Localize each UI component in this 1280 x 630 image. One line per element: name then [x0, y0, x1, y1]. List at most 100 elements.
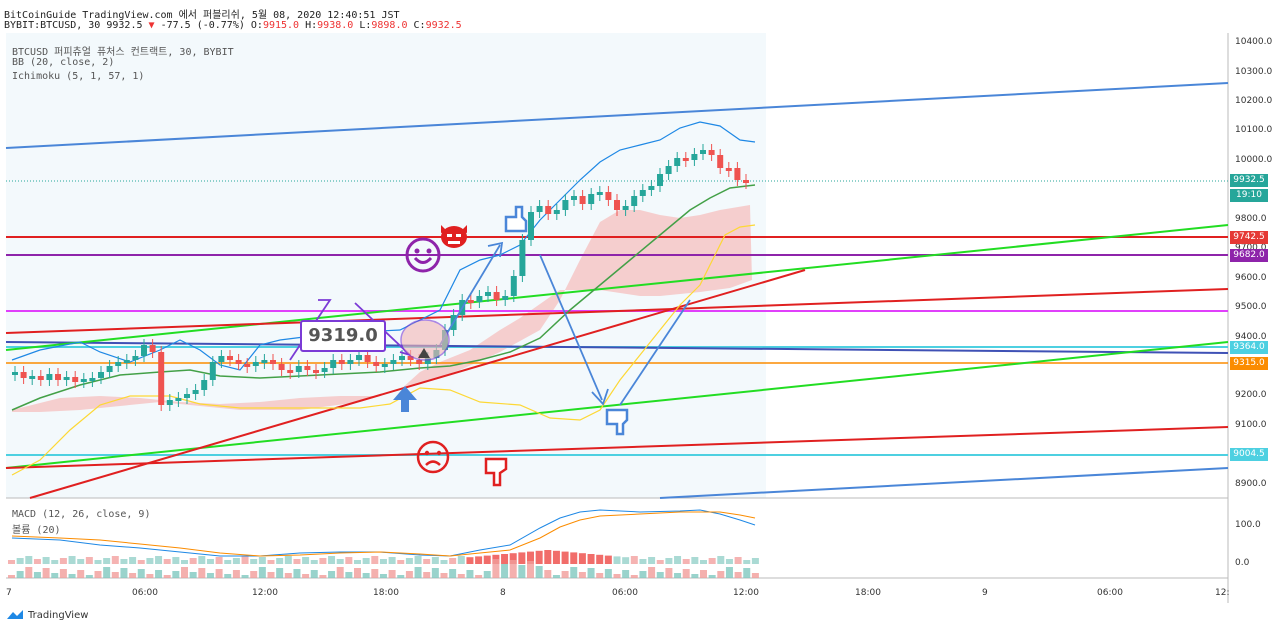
candle-body[interactable]	[579, 196, 586, 204]
price-callout[interactable]: 9319.0	[300, 320, 386, 352]
candle-body[interactable]	[63, 377, 70, 380]
candle-body[interactable]	[313, 370, 319, 373]
legend-bb[interactable]: BB (20, close, 2)	[12, 57, 115, 68]
candle-body[interactable]	[338, 360, 345, 364]
candle-body[interactable]	[149, 345, 156, 352]
candle-body[interactable]	[278, 364, 285, 370]
candle-body[interactable]	[485, 292, 491, 296]
candle-body[interactable]	[270, 360, 276, 364]
candle-body[interactable]	[227, 356, 233, 360]
candle-body[interactable]	[201, 380, 208, 390]
candle-body[interactable]	[364, 355, 371, 362]
legend-volume[interactable]: 볼륨 (20)	[12, 525, 61, 536]
candle-body[interactable]	[657, 174, 663, 186]
candle-body[interactable]	[304, 366, 311, 370]
candle-body[interactable]	[330, 360, 337, 368]
candle-body[interactable]	[244, 364, 251, 367]
legend-macd[interactable]: MACD (12, 26, close, 9)	[12, 509, 151, 520]
candle-body[interactable]	[261, 360, 268, 363]
candle-body[interactable]	[321, 368, 328, 372]
candle-body[interactable]	[295, 366, 302, 372]
candle-body[interactable]	[37, 376, 44, 380]
candle-body[interactable]	[12, 372, 18, 375]
candle-body[interactable]	[571, 196, 577, 200]
candle-body[interactable]	[734, 168, 741, 180]
trendline-red-bottom[interactable]	[5, 426, 1229, 469]
candle-body[interactable]	[424, 358, 431, 364]
candle-body[interactable]	[622, 206, 629, 210]
candle-body[interactable]	[166, 400, 173, 405]
candle-body[interactable]	[29, 376, 36, 379]
candle-body[interactable]	[519, 240, 526, 276]
candle-body[interactable]	[98, 372, 104, 378]
trendline-green-upper[interactable]	[5, 224, 1229, 351]
candle-body[interactable]	[356, 355, 362, 360]
candle-body[interactable]	[407, 356, 414, 360]
candle-body[interactable]	[89, 378, 96, 381]
tradingview-footer[interactable]: TradingView	[6, 609, 88, 621]
trendline-red-steep[interactable]	[29, 269, 806, 499]
candle-body[interactable]	[743, 180, 749, 183]
candle-body[interactable]	[252, 362, 259, 366]
candle-body[interactable]	[192, 390, 199, 394]
candle-body[interactable]	[545, 206, 552, 214]
candle-body[interactable]	[614, 200, 620, 210]
candle-body[interactable]	[80, 379, 87, 382]
candle-body[interactable]	[55, 374, 61, 380]
candle-body[interactable]	[132, 356, 139, 360]
legend-symbol[interactable]: BTCUSD 퍼피츄얼 퓨처스 컨트랙트, 30, BYBIT	[12, 47, 234, 58]
candle-body[interactable]	[639, 190, 646, 196]
trendline-navy[interactable]	[5, 341, 1229, 354]
candle-body[interactable]	[596, 192, 603, 195]
candle-body[interactable]	[476, 296, 483, 302]
candle-body[interactable]	[287, 370, 294, 373]
candle-body[interactable]	[682, 158, 689, 161]
candle-body[interactable]	[416, 360, 423, 364]
candle-body[interactable]	[691, 154, 698, 160]
candle-body[interactable]	[184, 394, 190, 398]
candle-body[interactable]	[717, 155, 724, 168]
candle-body[interactable]	[467, 300, 474, 303]
candle-body[interactable]	[381, 364, 388, 367]
candle-body[interactable]	[725, 168, 732, 171]
candle-body[interactable]	[528, 212, 534, 240]
candle-body[interactable]	[674, 158, 681, 166]
candle-body[interactable]	[493, 292, 500, 300]
candle-body[interactable]	[46, 374, 53, 380]
candle-body[interactable]	[235, 360, 242, 364]
candle-body[interactable]	[141, 345, 147, 356]
candle-body[interactable]	[562, 200, 569, 210]
candle-body[interactable]	[553, 210, 560, 214]
symbol-label[interactable]: BYBIT:BTCUSD, 30	[4, 20, 101, 31]
candle-body[interactable]	[631, 196, 638, 206]
legend-ichimoku[interactable]: Ichimoku (5, 1, 57, 1)	[12, 71, 145, 82]
candlesticks[interactable]	[12, 144, 749, 411]
candle-body[interactable]	[175, 398, 182, 401]
candle-body[interactable]	[373, 362, 380, 366]
candle-body[interactable]	[347, 360, 354, 364]
candle-body[interactable]	[218, 356, 225, 362]
trendline-blue-top[interactable]	[5, 82, 1229, 149]
candle-body[interactable]	[510, 276, 517, 296]
candle-body[interactable]	[20, 372, 27, 378]
candle-body[interactable]	[123, 360, 130, 363]
trendline-red-mid[interactable]	[5, 288, 1229, 334]
candle-body[interactable]	[708, 150, 715, 155]
trendline-blue-bottom[interactable]	[659, 467, 1229, 499]
candle-body[interactable]	[399, 356, 405, 360]
candle-body[interactable]	[115, 362, 122, 366]
candle-body[interactable]	[209, 362, 216, 380]
candle-body[interactable]	[106, 366, 113, 372]
macd-histogram[interactable]	[8, 550, 759, 578]
candle-body[interactable]	[700, 150, 706, 154]
candle-body[interactable]	[158, 352, 165, 405]
candle-body[interactable]	[648, 186, 655, 190]
highlight-circle[interactable]	[400, 319, 450, 361]
candle-body[interactable]	[605, 192, 612, 200]
candle-body[interactable]	[390, 360, 397, 364]
candle-body[interactable]	[536, 206, 543, 212]
candle-body[interactable]	[665, 166, 672, 174]
candle-body[interactable]	[72, 377, 79, 382]
candle-body[interactable]	[502, 296, 509, 300]
